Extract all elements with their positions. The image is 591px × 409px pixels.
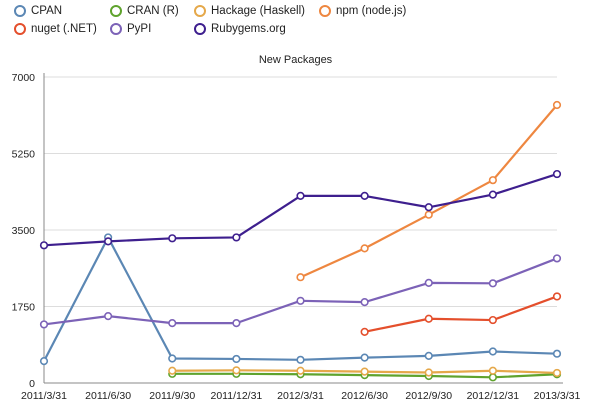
legend-swatch (319, 5, 331, 17)
legend-label: npm (node.js) (336, 5, 407, 17)
data-point (360, 327, 369, 336)
data-point (424, 351, 433, 360)
x-tick-label: 2011/9/30 (149, 390, 195, 402)
y-tick-label: 7000 (12, 72, 36, 84)
series-line (300, 104, 558, 279)
series-line (43, 257, 558, 326)
legend-label: Rubygems.org (211, 23, 286, 35)
data-point (168, 366, 177, 375)
data-point (424, 368, 433, 377)
data-point (360, 298, 369, 307)
x-tick-label: 2012/6/30 (341, 390, 388, 402)
data-point (296, 296, 305, 305)
y-tick-label: 3500 (12, 225, 36, 237)
data-point (39, 357, 49, 366)
legend-swatch (110, 23, 122, 35)
data-point (488, 347, 497, 356)
data-point (104, 312, 113, 321)
data-point (488, 373, 497, 382)
data-point (424, 203, 433, 212)
x-tick-label: 2012/9/30 (405, 390, 452, 402)
legend-label: nuget (.NET) (31, 23, 97, 35)
data-point (360, 244, 369, 253)
data-point (488, 190, 497, 199)
legend-label: PyPI (127, 23, 152, 35)
data-point (552, 349, 562, 358)
legend-swatch (14, 5, 26, 17)
x-tick-label: 2011/3/31 (21, 390, 67, 402)
legend-item: CPAN (14, 5, 62, 17)
legend-item: CRAN (R) (110, 5, 179, 17)
data-point (232, 233, 241, 242)
legend-label: CPAN (31, 5, 63, 17)
legend-item: Hackage (Haskell) (194, 5, 305, 17)
data-point (488, 366, 497, 375)
data-point (296, 273, 305, 282)
data-point (168, 354, 177, 363)
data-point (296, 366, 305, 375)
data-point (488, 176, 497, 185)
chart-title: New Packages (258, 54, 333, 66)
x-tick-label: 2013/3/31 (534, 390, 581, 402)
y-tick-label: 1750 (12, 302, 36, 314)
legend-item: nuget (.NET) (14, 23, 97, 35)
chart-legend: CPAN CRAN (R) Hackage (Haskell) npm (node.j… (0, 0, 591, 44)
series-line (43, 172, 558, 247)
legend-item: npm (node.js) (319, 5, 406, 17)
data-point (296, 355, 305, 364)
data-point (360, 367, 369, 376)
y-tick-label: 0 (29, 378, 35, 390)
legend-item: PyPI (110, 23, 151, 35)
y-tick-label: 5250 (12, 149, 36, 161)
x-tick-label: 2011/12/31 (210, 390, 262, 402)
data-point (168, 234, 177, 243)
data-point (552, 368, 562, 378)
data-point (232, 354, 241, 364)
series-line (364, 295, 558, 333)
data-point (39, 241, 49, 250)
legend-item: Rubygems.org (194, 23, 286, 35)
data-point (360, 191, 369, 201)
data-point (552, 292, 562, 301)
legend-swatch (194, 5, 206, 17)
legend-label: CRAN (R) (127, 5, 179, 17)
legend-label: Hackage (Haskell) (211, 5, 305, 17)
data-point (424, 278, 433, 287)
data-point (232, 366, 241, 375)
data-point (552, 100, 562, 110)
legend-swatch (14, 23, 26, 35)
data-point (296, 191, 305, 201)
legend-swatch (194, 23, 206, 35)
data-point (488, 315, 497, 325)
data-point (39, 320, 49, 329)
data-point (552, 169, 562, 179)
data-point (488, 279, 497, 288)
legend-swatch (110, 5, 122, 17)
x-tick-label: 2012/3/31 (277, 390, 324, 402)
data-point (168, 319, 177, 328)
data-point (424, 314, 433, 323)
data-point (104, 237, 113, 246)
x-tick-label: 2012/12/31 (467, 390, 520, 402)
data-point (552, 254, 562, 263)
data-point (232, 319, 241, 328)
data-point (360, 353, 369, 362)
data-point (424, 210, 433, 219)
x-tick-label: 2011/6/30 (85, 390, 131, 402)
